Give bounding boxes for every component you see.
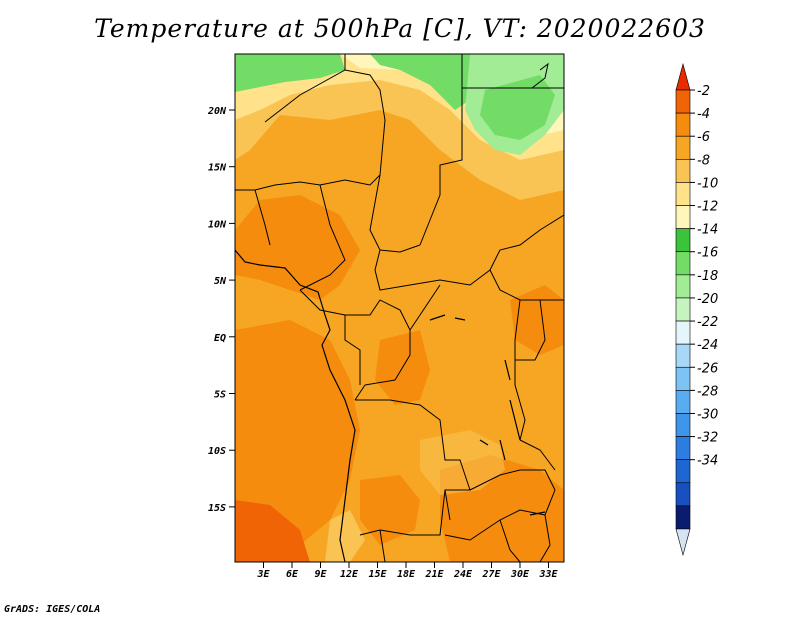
colorbar-box bbox=[675, 390, 691, 414]
colorbar-box bbox=[675, 297, 691, 322]
lat-label: EQ bbox=[214, 333, 226, 344]
colorbar-box bbox=[675, 182, 691, 206]
colorbar-label: -18 bbox=[697, 269, 718, 284]
lon-label: 27E bbox=[481, 569, 501, 580]
colorbar-label: -34 bbox=[697, 454, 718, 469]
colorbar-label: -26 bbox=[697, 361, 718, 376]
longitude-axis: 3E 6E 9E 12E 15E 18E 21E 24E 27E 30E 33E bbox=[256, 562, 559, 580]
lon-label: 18E bbox=[397, 569, 416, 580]
lon-label: 21E bbox=[424, 569, 444, 580]
colorbar-label: -4 bbox=[697, 107, 710, 122]
colorbar-label: -14 bbox=[697, 223, 718, 238]
map-title: Temperature at 500hPa [C], VT: 202002260… bbox=[94, 14, 706, 43]
colorbar-box bbox=[675, 413, 691, 437]
lon-label: 15E bbox=[368, 569, 387, 580]
lat-label: 15S bbox=[208, 503, 226, 514]
colorbar-box bbox=[675, 366, 691, 391]
temperature-field bbox=[235, 54, 564, 562]
colorbar-top-triangle bbox=[675, 62, 691, 91]
map-frame bbox=[234, 53, 565, 563]
coastline bbox=[235, 249, 546, 562]
colorbar-box bbox=[675, 459, 691, 484]
lon-label: 12E bbox=[340, 569, 359, 580]
colorbar-label: -12 bbox=[697, 200, 718, 215]
colorbar-box bbox=[675, 89, 691, 114]
colorbar-box bbox=[675, 482, 691, 507]
colorbar-box bbox=[675, 205, 691, 229]
colorbar-label: -30 bbox=[697, 407, 718, 422]
lat-label: 5S bbox=[214, 390, 226, 401]
colorbar-box bbox=[675, 251, 691, 276]
colorbar-box bbox=[675, 159, 691, 183]
grads-credit: GrADS: IGES/COLA bbox=[4, 604, 101, 615]
colorbar-label: -8 bbox=[697, 153, 710, 168]
latitude-axis: 20N 15N 10N 5N EQ 5S 10S 15S bbox=[207, 106, 235, 514]
colorbar-box bbox=[675, 135, 691, 160]
lon-label: 3E bbox=[256, 569, 270, 580]
colorbar-box bbox=[675, 343, 691, 368]
colorbar-box bbox=[675, 112, 691, 137]
colorbar-label: -6 bbox=[697, 130, 710, 145]
lon-label: 9E bbox=[314, 569, 327, 580]
country-borders bbox=[235, 54, 564, 562]
lat-label: 10S bbox=[208, 446, 226, 457]
colorbar-box bbox=[675, 228, 691, 253]
lat-label: 10N bbox=[208, 219, 227, 230]
colorbar-label: -22 bbox=[697, 315, 718, 330]
lat-label: 5N bbox=[214, 276, 227, 287]
colorbar-label: -32 bbox=[697, 431, 718, 446]
colorbar-box bbox=[675, 274, 691, 299]
colorbar-label: -10 bbox=[697, 176, 718, 191]
colorbar-label: -28 bbox=[697, 384, 718, 399]
lon-label: 33E bbox=[538, 569, 558, 580]
lat-label: 15N bbox=[208, 163, 227, 174]
colorbar-bottom-triangle bbox=[675, 528, 691, 557]
colorbar-label: -2 bbox=[697, 84, 710, 99]
colorbar-label: -16 bbox=[697, 246, 718, 261]
colorbar-box bbox=[675, 505, 691, 530]
colorbar: -2 -4 -6 -8 -10 -12 -14 -16 -18 -20 -22 -24 -26 -28 -3… bbox=[675, 62, 718, 557]
colorbar-box bbox=[675, 320, 691, 345]
lon-label: 24E bbox=[453, 569, 473, 580]
lat-label: 20N bbox=[207, 106, 227, 117]
colorbar-label: -24 bbox=[697, 338, 718, 353]
lon-label: 30E bbox=[510, 569, 530, 580]
colorbar-label: -20 bbox=[697, 292, 718, 307]
colorbar-box bbox=[675, 436, 691, 460]
lon-label: 6E bbox=[286, 569, 299, 580]
